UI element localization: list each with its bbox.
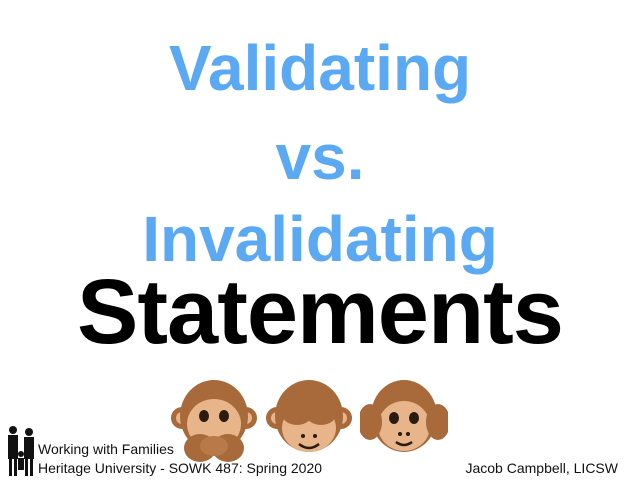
headline: Statements — [77, 261, 564, 363]
author-name: Jacob Campbell, LICSW — [465, 460, 618, 476]
title-line-1: Validating — [168, 32, 472, 104]
family-logo-icon — [8, 426, 34, 476]
course-title: Working with Families — [38, 441, 174, 457]
see-no-evil-monkey-icon — [266, 380, 352, 452]
title-line-2: vs. — [275, 121, 365, 193]
course-subtitle: Heritage University - SOWK 487: Spring 2… — [38, 460, 323, 476]
hear-no-evil-monkey-icon — [360, 380, 448, 452]
title-line-3: Invalidating — [142, 203, 498, 275]
speak-no-evil-monkey-icon — [171, 380, 257, 462]
